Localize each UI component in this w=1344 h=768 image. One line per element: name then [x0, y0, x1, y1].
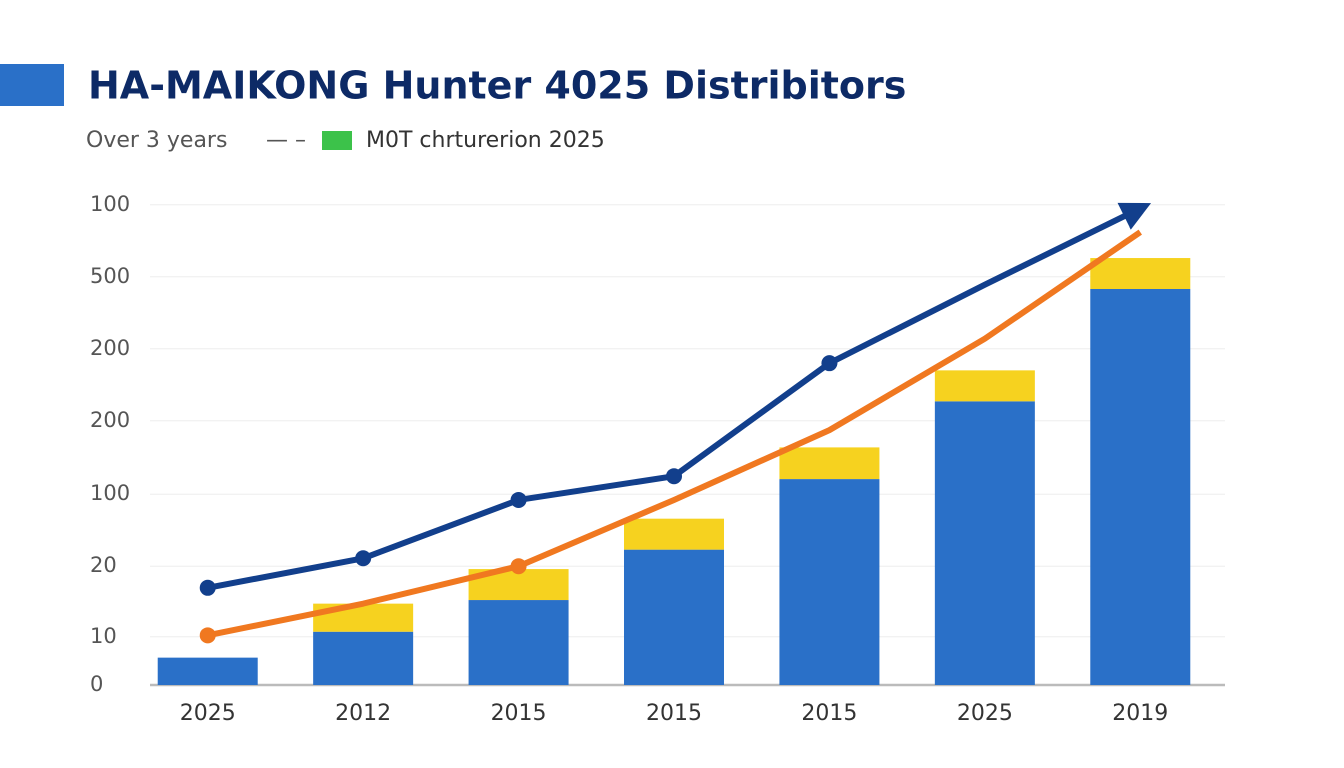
bar-segment: [1090, 258, 1191, 289]
bar-segment: [624, 518, 724, 550]
line-marker: [199, 627, 216, 644]
x-tick-label: 2015: [801, 701, 857, 726]
line-marker: [199, 579, 216, 596]
x-tick-label: 2025: [180, 701, 236, 726]
bar-segment: [624, 549, 724, 685]
x-tick-label: 2015: [646, 701, 702, 726]
line-marker: [510, 558, 527, 575]
bar-segment: [934, 370, 1035, 402]
legend-swatch: [322, 131, 352, 150]
y-tick-label: 10: [90, 624, 117, 648]
y-tick-label: 200: [90, 336, 130, 360]
separator: — –: [266, 128, 306, 153]
y-tick-label: 100: [90, 481, 130, 505]
x-tick-label: 2015: [491, 701, 547, 726]
y-tick-label: 200: [90, 408, 130, 432]
bar-segment: [1090, 289, 1191, 685]
bar-segment: [779, 479, 880, 685]
chart-subtitle: Over 3 years: [86, 128, 227, 153]
x-tick-label: 2019: [1112, 701, 1168, 726]
y-tick-label: 20: [90, 553, 117, 577]
y-tick-label: 0: [90, 672, 103, 696]
line-marker: [821, 355, 838, 372]
y-tick-label: 100: [90, 192, 130, 216]
bar-segment: [468, 600, 569, 685]
line: [207, 229, 1142, 639]
bar-segment: [934, 401, 1035, 685]
bar-segment: [157, 657, 258, 685]
chart-title: HA-MAIKONG Hunter 4025 Distribitors: [88, 64, 906, 108]
line-marker: [510, 491, 527, 508]
line-marker: [355, 550, 372, 567]
legend-label: M0T chrturerion 2025: [366, 128, 605, 153]
y-tick-label: 500: [90, 264, 130, 288]
bar-segment: [313, 631, 414, 685]
title-block: [0, 64, 64, 106]
bar-segment: [779, 447, 880, 480]
x-tick-label: 2012: [335, 701, 391, 726]
line-marker: [666, 468, 682, 485]
x-tick-label: 2025: [957, 701, 1013, 726]
